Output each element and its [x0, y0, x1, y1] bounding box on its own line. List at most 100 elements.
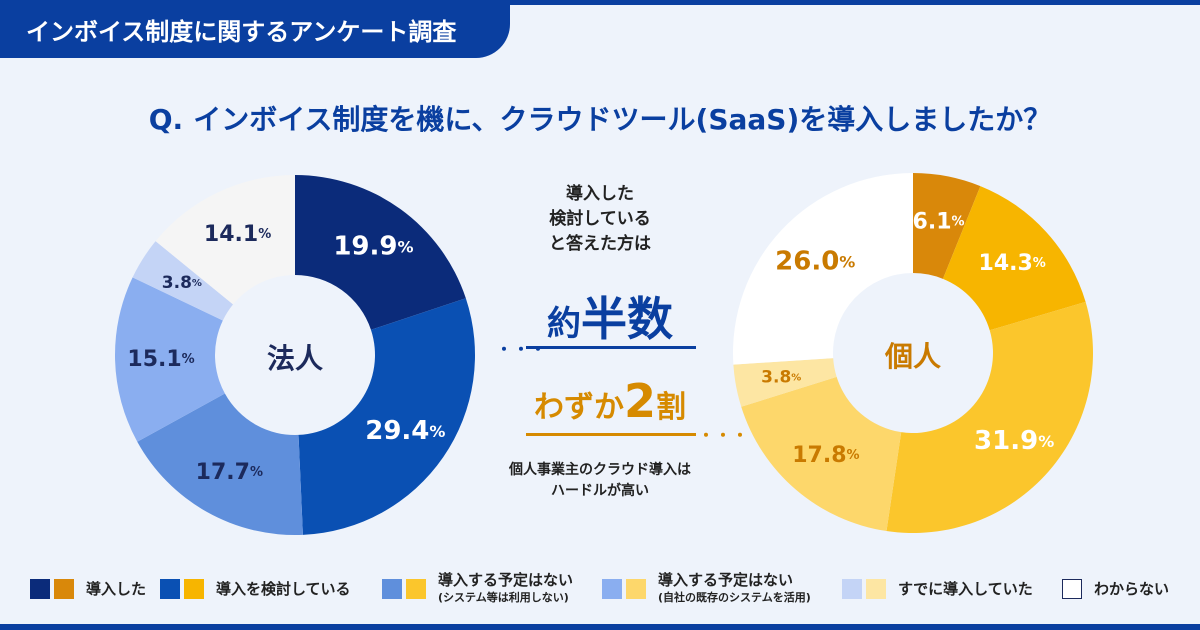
center-note-line-1: 導入した — [566, 184, 634, 204]
individual-label-1: 14.3% — [979, 250, 1046, 275]
legend-item-introduced: 導入した — [30, 567, 146, 611]
legend-swatch-corporate — [602, 579, 622, 599]
individual-label-0: 6.1% — [913, 209, 965, 234]
top-border — [0, 0, 1200, 5]
question-q-label: Q. — [148, 103, 184, 136]
individual-label-unit-3: % — [847, 447, 860, 462]
legend-label: 導入した — [86, 580, 147, 598]
individual-donut-chart: 6.1%14.3%31.9%17.8%3.8%26.0% — [733, 173, 1093, 533]
individual-chart-title: 個人 — [884, 340, 941, 373]
corporate-label-value-2: 17.7 — [196, 459, 250, 484]
legend-label: 導入する予定はない (自社の既存のシステムを活用) — [658, 571, 811, 607]
highlight-twenty-dots: ・・・ — [698, 426, 750, 445]
corporate-label-unit-5: % — [258, 226, 271, 241]
corporate-donut-chart: 19.9%29.4%17.7%15.1%3.8%14.1% — [115, 175, 475, 535]
corporate-label-value-4: 3.8 — [162, 273, 192, 293]
corporate-slice-2 — [137, 393, 303, 535]
individual-slice-5 — [733, 173, 913, 365]
center-note-bottom-line-2: ハードルが高い — [551, 483, 649, 499]
corporate-slice-4 — [132, 241, 234, 321]
legend-label-sub: (自社の既存のシステムを活用) — [658, 591, 811, 604]
legend-label-main: 導入する予定はない — [438, 571, 574, 589]
highlight-half-main: 半数 — [581, 292, 673, 346]
individual-label-4: 3.8% — [761, 368, 801, 388]
legend-label: 導入を検討している — [216, 580, 351, 598]
legend-swatch-corporate — [382, 579, 402, 599]
individual-label-unit-1: % — [1033, 255, 1046, 270]
corporate-label-value-0: 19.9 — [333, 231, 397, 261]
legend-swatch-corporate — [160, 579, 180, 599]
highlight-half-prefix: 約 — [547, 304, 581, 344]
individual-label-value-5: 26.0 — [775, 246, 839, 276]
center-note-bottom: 個人事業主のクラウド導入は ハードルが高い — [480, 460, 720, 502]
legend-label-sub: (システム等は利用しない) — [438, 591, 569, 604]
corporate-label-1: 29.4% — [365, 416, 445, 446]
corporate-label-unit-1: % — [429, 422, 445, 441]
legend-item-considering: 導入を検討している — [160, 567, 351, 611]
survey-tag-label: インボイス制度に関するアンケート調査 — [26, 17, 457, 46]
legend-swatch-individual — [406, 579, 426, 599]
highlight-twenty-prefix: わずか — [533, 390, 624, 425]
individual-label-3: 17.8% — [792, 442, 859, 467]
survey-tag: インボイス制度に関するアンケート調査 — [0, 0, 510, 58]
individual-label-2: 31.9% — [974, 426, 1054, 456]
corporate-label-4: 3.8% — [162, 273, 202, 293]
highlight-half-underline — [526, 346, 696, 349]
corporate-label-3: 15.1% — [127, 346, 194, 371]
individual-label-unit-5: % — [839, 252, 855, 271]
center-note-bottom-line-1: 個人事業主のクラウド導入は — [509, 462, 691, 478]
highlight-twenty-number: 2 — [623, 374, 656, 428]
legend-swatch-unknown — [1062, 579, 1082, 599]
corporate-slice-3 — [115, 277, 225, 442]
center-note-line-3: と答えた方は — [549, 234, 651, 254]
corporate-chart-title: 法人 — [266, 342, 323, 375]
individual-label-value-1: 14.3 — [979, 250, 1033, 275]
question-heading: Q. インボイス制度を機に、クラウドツール(SaaS)を導入しましたか？ — [0, 98, 1200, 138]
highlight-twenty-underline — [526, 433, 696, 436]
individual-label-value-4: 3.8 — [761, 368, 791, 388]
individual-slice-2 — [886, 301, 1093, 533]
individual-label-unit-0: % — [952, 214, 965, 229]
corporate-label-value-3: 15.1 — [127, 346, 181, 371]
legend-swatch-individual — [866, 579, 886, 599]
legend-item-already-introduced: すでに導入していた — [842, 567, 1033, 611]
legend: 導入した 導入を検討している 導入する予定はない (システム等は利用しない) 導… — [30, 567, 1190, 611]
legend-swatch-corporate — [30, 579, 50, 599]
individual-label-value-0: 6.1 — [913, 209, 952, 234]
individual-slice-3 — [741, 376, 902, 532]
corporate-label-value-5: 14.1 — [204, 221, 258, 246]
individual-label-value-3: 17.8 — [792, 442, 846, 467]
legend-swatch-individual — [184, 579, 204, 599]
corporate-label-unit-3: % — [182, 351, 195, 366]
question-text: インボイス制度を機に、クラウドツール(SaaS)を導入しましたか？ — [193, 103, 1052, 136]
individual-slice-1 — [942, 186, 1086, 331]
corporate-label-2: 17.7% — [196, 459, 263, 484]
corporate-label-5: 14.1% — [204, 221, 271, 246]
legend-label: すでに導入していた — [898, 580, 1033, 598]
corporate-label-0: 19.9% — [333, 231, 413, 261]
legend-swatch-corporate — [842, 579, 862, 599]
individual-slice-4 — [733, 358, 837, 407]
individual-label-value-2: 31.9 — [974, 426, 1038, 456]
center-note-top: 導入した 検討している と答えた方は — [500, 182, 700, 257]
legend-item-no-plan-no-system: 導入する予定はない (システム等は利用しない) — [382, 567, 573, 611]
legend-item-no-plan-existing-system: 導入する予定はない (自社の既存のシステムを活用) — [602, 567, 811, 611]
legend-label-main: 導入する予定はない — [658, 571, 794, 589]
corporate-label-unit-2: % — [250, 464, 263, 479]
corporate-label-unit-0: % — [397, 237, 413, 256]
corporate-label-value-1: 29.4 — [365, 416, 429, 446]
highlight-half: 約半数 — [520, 283, 700, 349]
legend-label: 導入する予定はない (システム等は利用しない) — [438, 571, 573, 607]
highlight-twenty-percent: わずか2割 — [520, 374, 700, 428]
individual-label-unit-4: % — [791, 372, 801, 383]
legend-swatch-individual — [626, 579, 646, 599]
highlight-twenty-suffix: 割 — [656, 390, 686, 425]
legend-item-unknown: わからない — [1062, 567, 1169, 611]
center-note-line-2: 検討している — [549, 209, 651, 229]
highlight-half-dots: ・・・ — [496, 340, 548, 359]
corporate-slice-1 — [298, 298, 475, 535]
corporate-slice-5 — [155, 175, 295, 305]
individual-slice-0 — [913, 173, 981, 279]
individual-label-5: 26.0% — [775, 246, 855, 276]
legend-label: わからない — [1094, 580, 1170, 598]
